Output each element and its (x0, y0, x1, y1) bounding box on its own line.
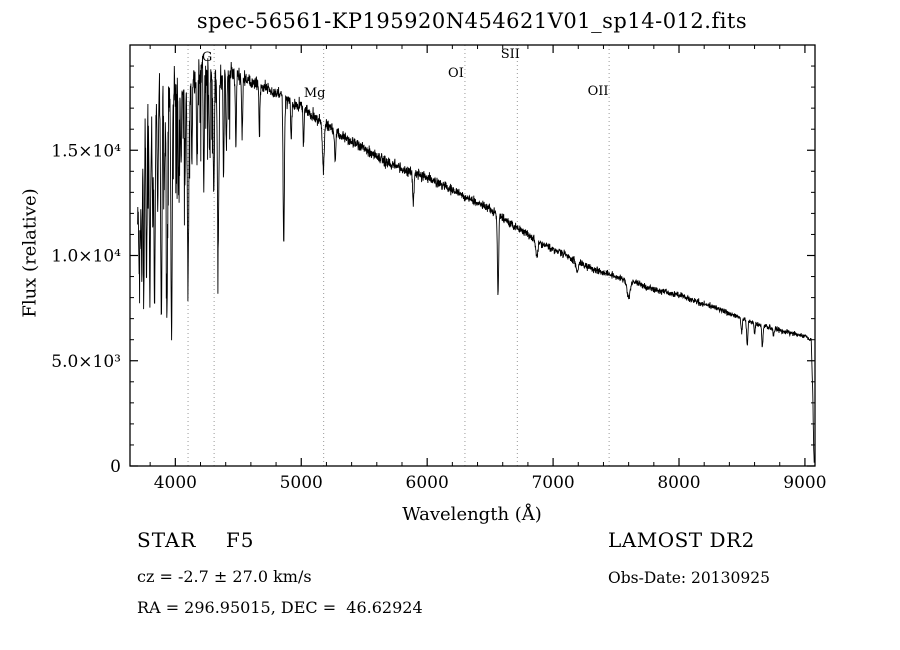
x-axis-label: Wavelength (Å) (402, 504, 542, 525)
x-tick-label: 9000 (783, 473, 826, 493)
plot-frame (129, 44, 816, 467)
spectrum-line (137, 55, 815, 463)
y-tick-label: 1.0×10⁴ (51, 247, 121, 267)
survey-label: LAMOST DR2 (608, 528, 755, 552)
line-marker-label: G (202, 50, 212, 65)
line-marker-label: Mg (304, 86, 326, 101)
y-tick-label: 1.5×10⁴ (51, 141, 121, 161)
y-axis-label: Flux (relative) (19, 188, 41, 318)
x-tick-label: 7000 (531, 473, 574, 493)
x-tick-label: 4000 (154, 473, 197, 493)
line-marker-label: OII (588, 84, 609, 99)
coordinates-label: RA = 296.95015, DEC = 46.62924 (137, 598, 423, 617)
obs-date-label: Obs-Date: 20130925 (608, 569, 770, 587)
x-tick-label: 6000 (406, 473, 449, 493)
x-tick-label: 5000 (280, 473, 323, 493)
plot-title: spec-56561-KP195920N454621V01_sp14-012.f… (196, 9, 748, 33)
line-marker-label: SII (501, 47, 520, 62)
y-tick-label: 0 (110, 457, 121, 477)
radial-velocity-label: cz = -2.7 ± 27.0 km/s (137, 567, 312, 586)
x-tick-label: 8000 (657, 473, 700, 493)
y-tick-label: 5.0×10³ (51, 352, 121, 372)
line-marker-label: OI (448, 66, 464, 81)
object-class-label: STAR F5 (137, 528, 255, 552)
